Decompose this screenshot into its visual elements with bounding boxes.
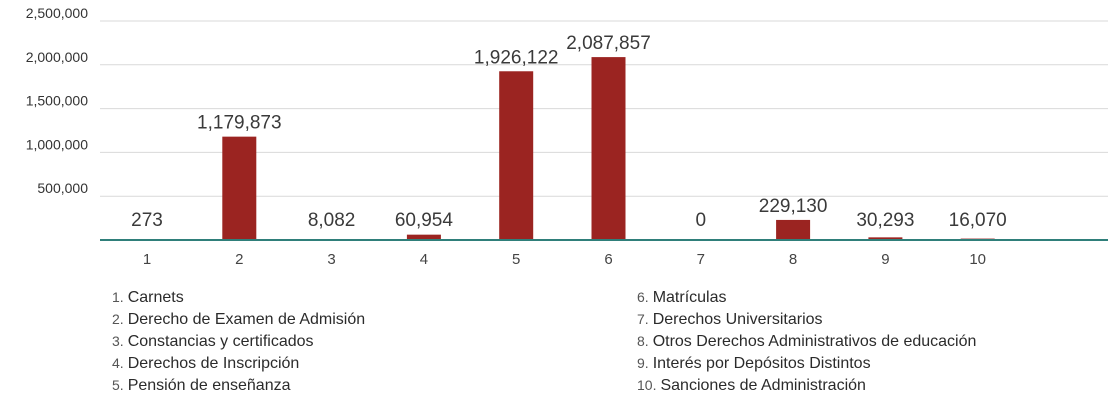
- legend-item: 8. Otros Derechos Administrativos de educ…: [637, 330, 1110, 352]
- legend-number: 9.: [637, 355, 649, 371]
- legend-item: 5. Pensión de enseñanza: [112, 374, 672, 396]
- x-tick-label: 1: [143, 251, 151, 268]
- bar: [499, 71, 534, 240]
- y-tick-label: 500,000: [37, 180, 88, 196]
- bar: [222, 136, 257, 240]
- bar: [406, 234, 441, 240]
- legend-item: 2. Derecho de Examen de Admisión: [112, 308, 672, 330]
- bar: [776, 219, 811, 240]
- legend-number: 7.: [637, 311, 649, 327]
- legend-item: 3. Constancias y certificados: [112, 330, 672, 352]
- y-tick-label: 2,500,000: [26, 5, 88, 21]
- y-tick-label: 2,000,000: [26, 49, 88, 65]
- legend-label: Derecho de Examen de Admisión: [127, 311, 366, 328]
- legend-right-column: 6. Matrículas 7. Derechos Universitarios 8…: [637, 286, 1110, 396]
- legend-number: 6.: [637, 289, 649, 305]
- legend-label: Matrículas: [652, 289, 727, 306]
- data-label: 30,293: [856, 210, 914, 231]
- legend-number: 1.: [112, 289, 124, 305]
- x-tick-label: 5: [512, 251, 520, 268]
- legend-item: 4. Derechos de Inscripción: [112, 352, 672, 374]
- data-label: 60,954: [395, 210, 454, 231]
- y-tick-label: 1,000,000: [26, 136, 88, 152]
- data-labels: 273 1,179,873 8,082 60,954 1,926,122 2,087,85…: [131, 33, 1007, 231]
- data-label: 1,179,873: [197, 113, 282, 134]
- x-tick-label: 8: [789, 251, 797, 268]
- legend-label: Pensión de enseñanza: [127, 377, 291, 394]
- data-label: 1,926,122: [474, 47, 559, 68]
- legend-label: Interés por Depósitos Distintos: [652, 355, 871, 372]
- x-tick-label: 7: [697, 251, 705, 268]
- legend-number: 10.: [637, 377, 657, 393]
- y-axis-ticks: 500,000 1,000,000 1,500,000 2,000,000 2,500,…: [26, 5, 89, 196]
- data-label: 8,082: [308, 210, 356, 231]
- legend-label: Sanciones de Administración: [660, 377, 866, 394]
- x-tick-label: 2: [235, 251, 243, 268]
- x-axis-ticks: 1 2 3 4 5 6 7 8 9 10: [143, 251, 986, 268]
- data-label: 229,130: [759, 196, 828, 217]
- x-tick-label: 3: [327, 251, 335, 268]
- legend-label: Constancias y certificados: [127, 333, 314, 350]
- legend-item: 1. Carnets: [112, 286, 672, 308]
- legend-label: Derechos Universitarios: [652, 311, 823, 328]
- bar: [591, 57, 626, 240]
- legend-item: 6. Matrículas: [637, 286, 1110, 308]
- legend-number: 8.: [637, 333, 649, 349]
- x-tick-label: 6: [604, 251, 612, 268]
- y-tick-label: 1,500,000: [26, 93, 88, 109]
- bar: [868, 237, 903, 240]
- bar-chart: 500,000 1,000,000 1,500,000 2,000,000 2,500,…: [26, 5, 1108, 268]
- legend-label: Derechos de Inscripción: [127, 355, 300, 372]
- legend-number: 5.: [112, 377, 124, 393]
- x-tick-label: 10: [969, 251, 986, 268]
- x-tick-label: 9: [881, 251, 889, 268]
- legend-number: 4.: [112, 355, 124, 371]
- data-label: 2,087,857: [566, 33, 651, 54]
- legend-left-column: 1. Carnets 2. Derecho de Examen de Admisió…: [112, 286, 672, 396]
- legend-label: Carnets: [127, 289, 184, 306]
- legend-item: 10. Sanciones de Administración: [637, 374, 1110, 396]
- data-label: 273: [131, 210, 163, 231]
- x-tick-label: 4: [420, 251, 428, 268]
- legend-label: Otros Derechos Administrativos de educac…: [652, 333, 977, 350]
- bars: [130, 57, 995, 240]
- data-label: 0: [696, 210, 707, 231]
- legend-item: 9. Interés por Depósitos Distintos: [637, 352, 1110, 374]
- data-label: 16,070: [949, 210, 1007, 231]
- legend-number: 2.: [112, 311, 124, 327]
- legend-item: 7. Derechos Universitarios: [637, 308, 1110, 330]
- legend-number: 3.: [112, 333, 124, 349]
